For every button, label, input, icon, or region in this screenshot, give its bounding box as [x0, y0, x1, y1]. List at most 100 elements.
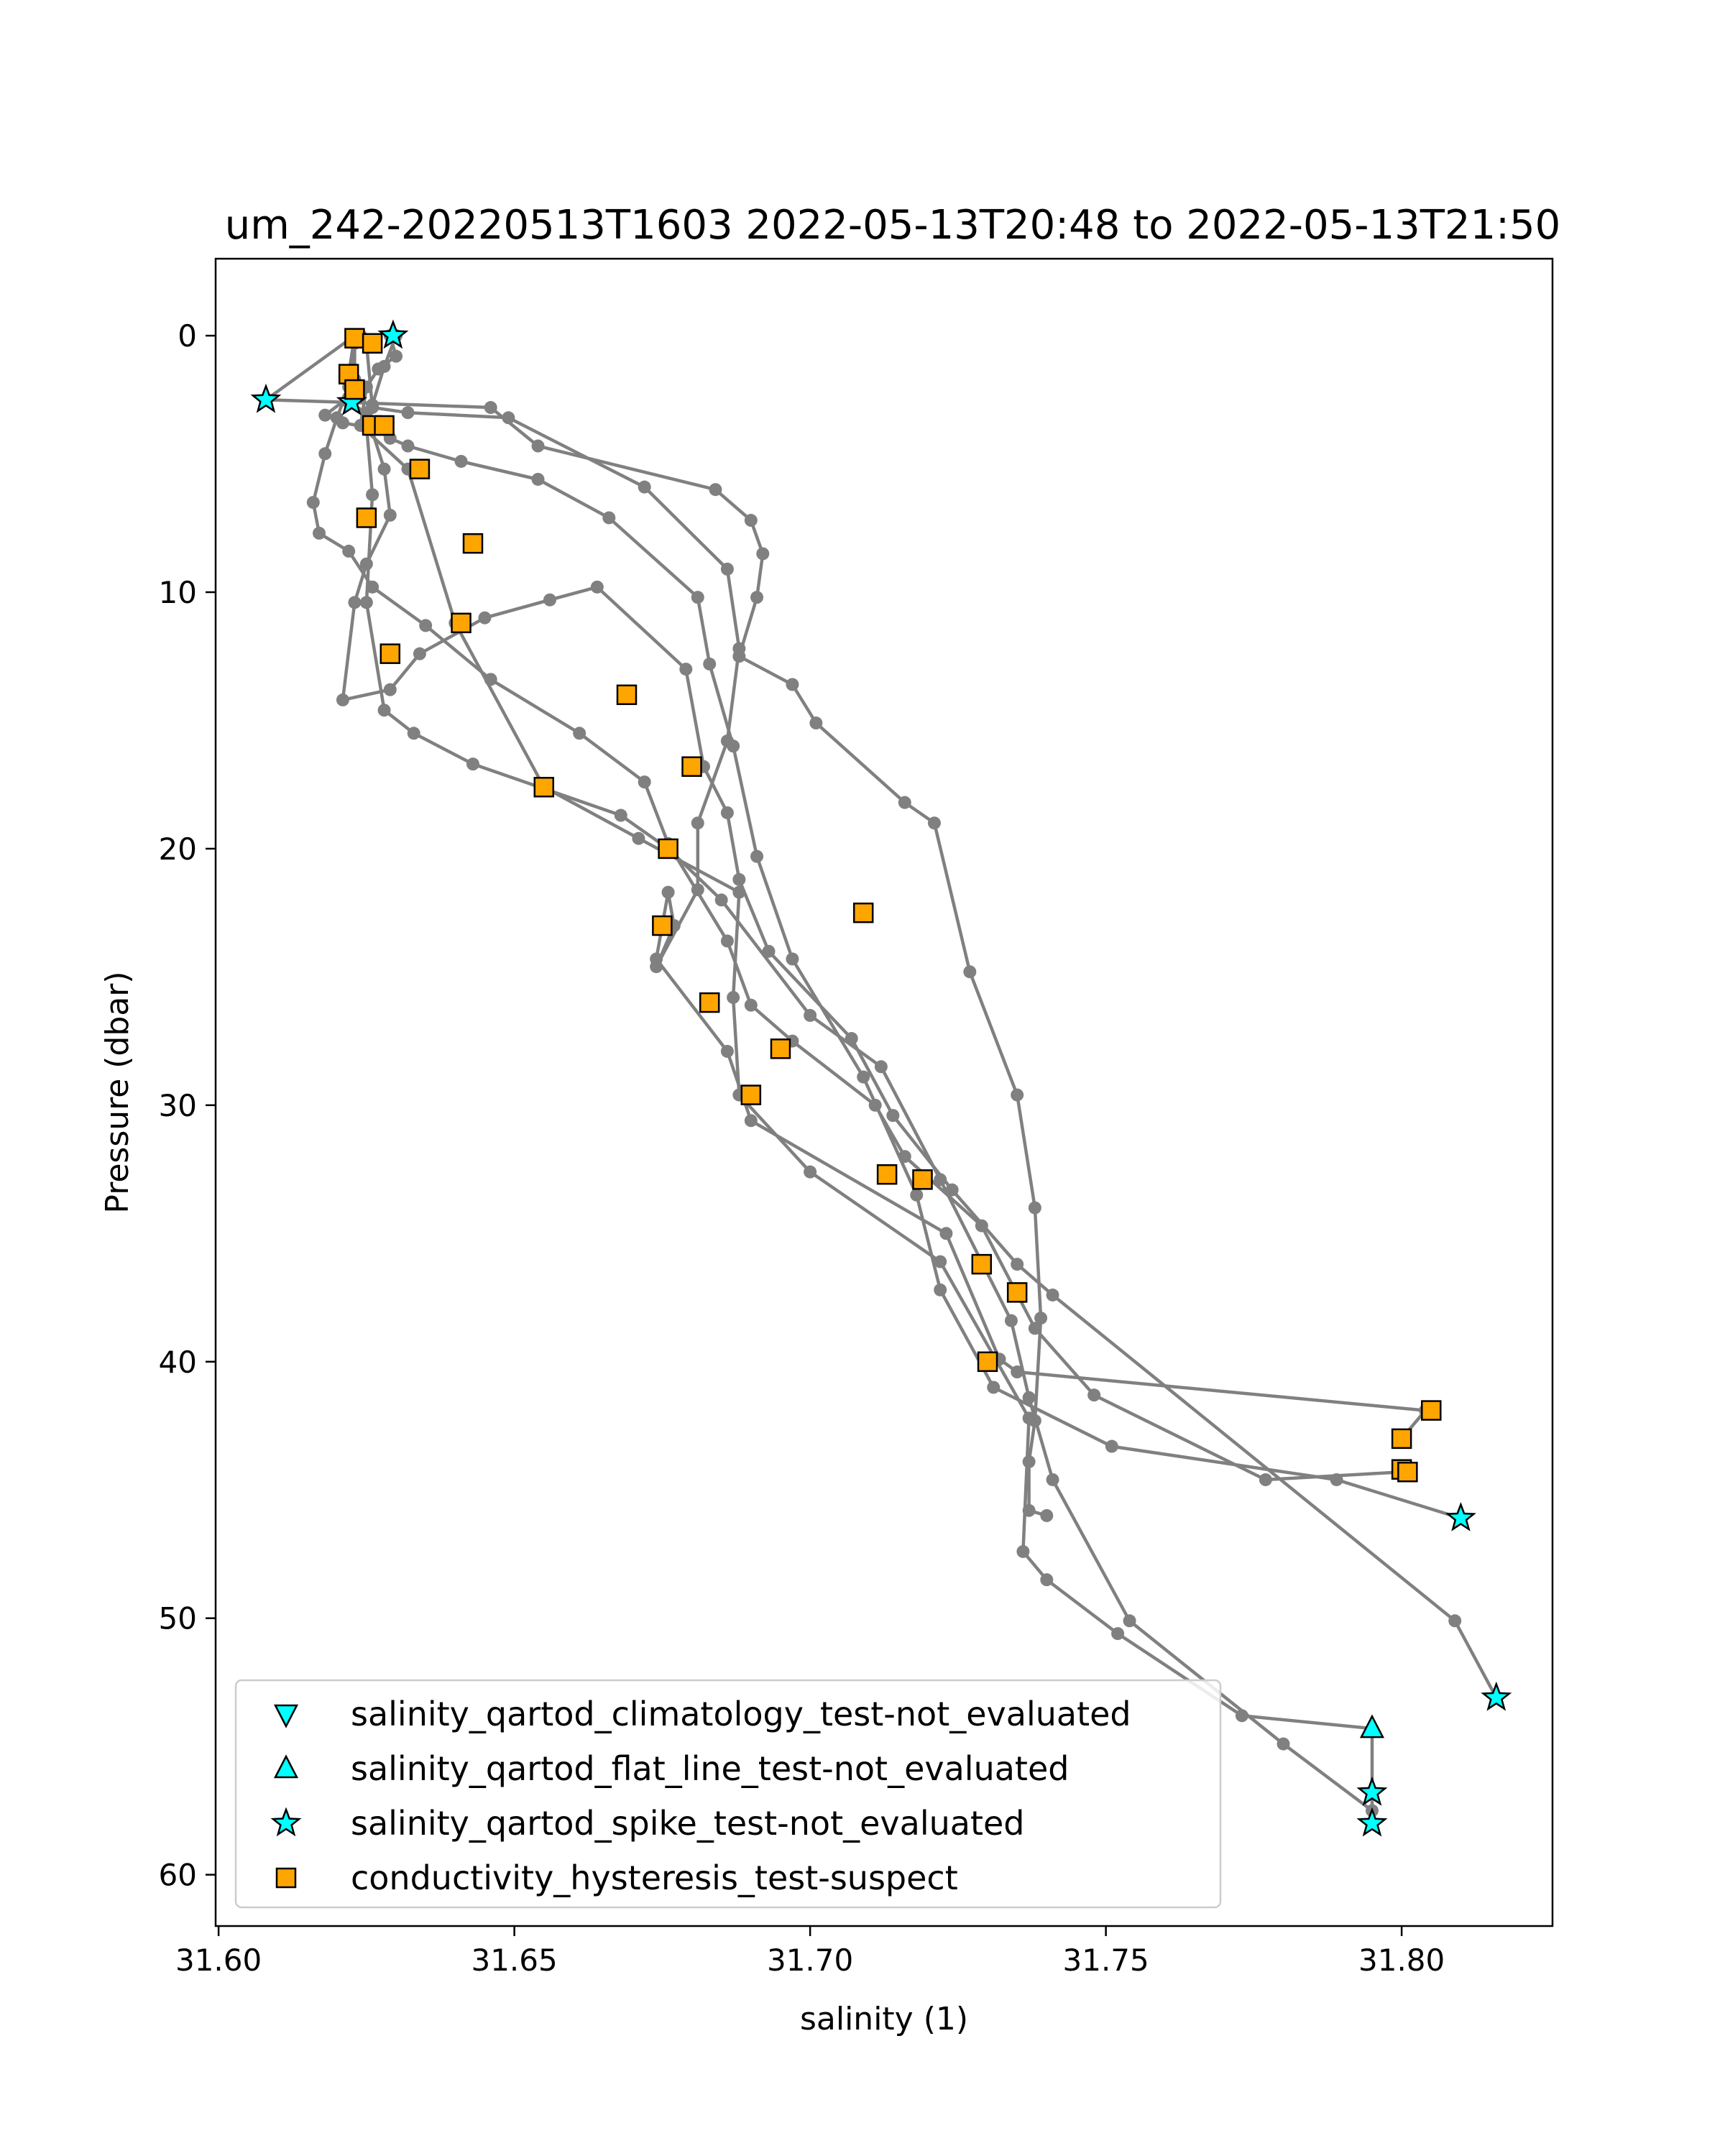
profile-point	[1276, 1737, 1290, 1751]
profile-point	[714, 893, 728, 907]
profile-point	[910, 1188, 924, 1202]
profile-point	[1004, 1314, 1018, 1327]
profile-point	[691, 816, 704, 830]
profile-point	[886, 1109, 900, 1123]
profile-point	[720, 734, 734, 748]
profile-point	[401, 406, 415, 420]
legend-item: salinity_qartod_climatology_test-not_eva…	[273, 1695, 1131, 1733]
flag-marker-square	[699, 992, 720, 1013]
flag-marker-square	[681, 756, 702, 777]
profile-point	[383, 508, 397, 522]
profile-point	[614, 808, 627, 822]
profile-point	[732, 872, 746, 886]
profile-point	[543, 593, 556, 607]
flag-marker-square	[380, 643, 401, 664]
profile-point	[1022, 1503, 1036, 1517]
profile-point	[720, 934, 734, 948]
x-tick-label: 31.75	[1063, 1943, 1149, 1978]
flag-marker-square	[912, 1169, 933, 1190]
y-axis-label: Pressure (dbar)	[99, 971, 136, 1213]
profile-point	[1046, 1288, 1059, 1302]
profile-line-1	[359, 335, 1374, 1824]
profile-point	[342, 544, 356, 558]
profile-point	[1011, 1088, 1024, 1102]
profile-point	[703, 657, 717, 671]
flag-marker-star	[1356, 1807, 1388, 1837]
profile-line-2	[364, 335, 1374, 1824]
profile-point	[1259, 1473, 1272, 1486]
profile-line-7	[264, 334, 1047, 1518]
profile-point	[1011, 1258, 1024, 1271]
flag-marker-square	[1397, 1461, 1418, 1483]
flag-marker-square	[409, 459, 431, 479]
profile-point	[934, 1173, 947, 1187]
profile-point	[590, 580, 604, 594]
flag-marker-square	[616, 684, 638, 706]
y-tick-label: 50	[159, 1601, 197, 1636]
flag-marker-square	[374, 415, 395, 436]
profile-point	[927, 816, 941, 830]
profile-point	[306, 496, 320, 510]
profile-point	[1040, 1508, 1054, 1522]
profile-point	[1011, 1365, 1024, 1379]
profile-point	[348, 596, 362, 609]
flag-marker-star	[1445, 1501, 1476, 1531]
profile-point	[939, 1227, 953, 1240]
flag-marker-square	[451, 612, 472, 634]
flag-marker-square	[770, 1038, 791, 1059]
flag-marker-square	[1391, 1428, 1412, 1450]
profile-point	[531, 472, 545, 486]
profile-point	[1046, 1473, 1059, 1486]
profile-point	[419, 619, 433, 632]
y-tick-label: 20	[159, 831, 197, 867]
flag-marker-star	[1356, 1776, 1388, 1806]
flag-marker-square	[876, 1164, 898, 1185]
profile-point	[845, 1032, 858, 1046]
flag-marker-triangle-up	[1359, 1714, 1385, 1738]
profile-point	[377, 462, 391, 476]
x-tick-label: 31.60	[175, 1943, 262, 1978]
legend-marker-triangle-down	[273, 1704, 299, 1728]
profile-point	[1111, 1627, 1125, 1641]
profile-point	[1028, 1414, 1041, 1427]
flag-marker-square	[356, 507, 377, 528]
profile-point	[454, 454, 468, 468]
profile-point	[691, 883, 704, 897]
profile-point	[1016, 1544, 1030, 1558]
profile-point	[809, 717, 823, 730]
flag-marker-star	[1481, 1681, 1512, 1711]
profile-point	[744, 998, 758, 1012]
plot-area	[250, 319, 1512, 1837]
profile-point	[744, 1114, 758, 1128]
profile-point	[377, 704, 391, 717]
profile-point	[945, 1183, 959, 1197]
flag-marker-square	[344, 379, 365, 400]
profile-point	[366, 488, 380, 502]
profile-point	[413, 647, 426, 660]
profile-point	[650, 952, 663, 966]
profile-point	[478, 611, 492, 625]
flag-marker-star	[377, 319, 409, 349]
legend-box	[234, 1679, 1222, 1909]
profile-point	[874, 1060, 888, 1074]
x-tick-label: 31.80	[1358, 1943, 1445, 1978]
profile-point	[898, 796, 911, 809]
flag-marker-star	[250, 383, 282, 413]
flag-marker-square	[344, 328, 365, 349]
flag-marker-square	[971, 1253, 993, 1275]
profile-point	[602, 511, 616, 525]
profile-point	[720, 562, 734, 576]
profile-point	[484, 673, 497, 686]
profile-point	[632, 831, 645, 845]
profile-point	[786, 678, 799, 691]
profile-point	[390, 349, 403, 363]
y-tick-label: 0	[178, 318, 197, 354]
profile-point	[1034, 1312, 1048, 1325]
legend-item: conductivity_hysteresis_test-suspect	[275, 1858, 958, 1897]
flag-marker-square	[852, 902, 874, 923]
profile-point	[313, 526, 326, 540]
profile-point	[857, 1070, 870, 1084]
profile-point	[987, 1381, 1000, 1394]
flag-marker-square	[362, 333, 383, 354]
